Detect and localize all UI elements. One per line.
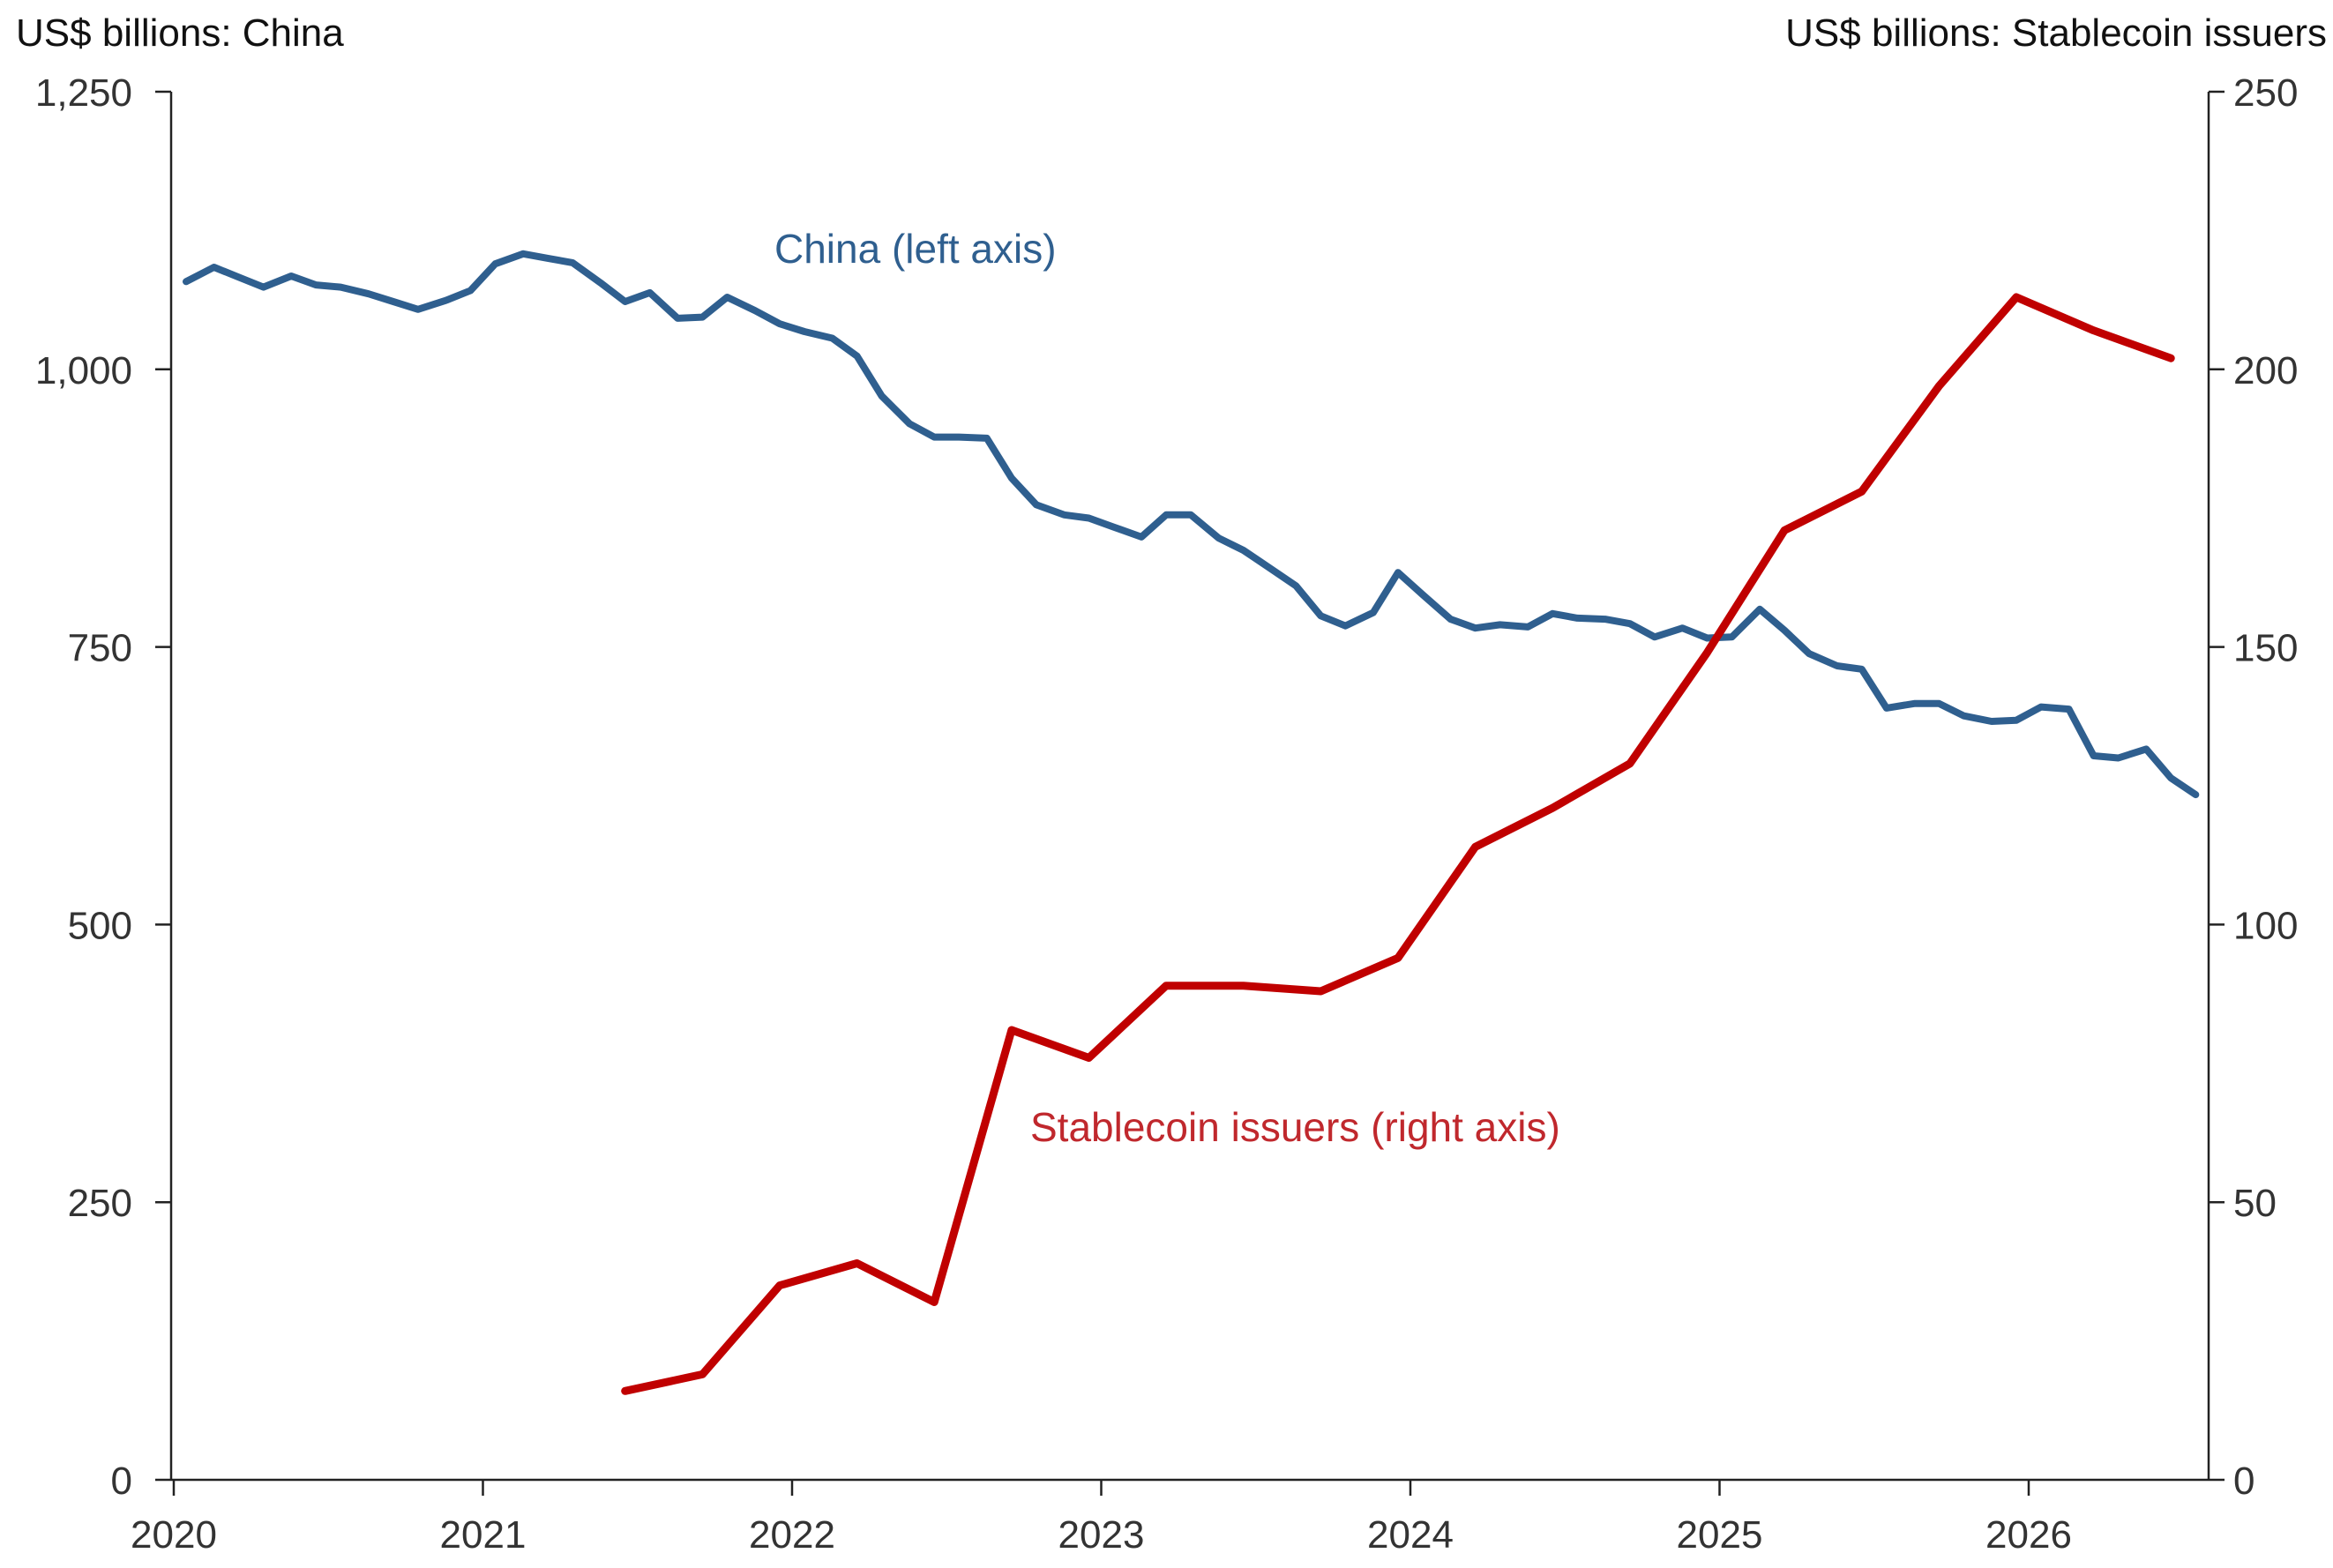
x-tick-label: 2025 bbox=[1677, 1513, 1763, 1557]
stablecoin-series-label: Stablecoin issuers (right axis) bbox=[1030, 1104, 1560, 1150]
china-series-label: China (left axis) bbox=[774, 226, 1057, 272]
right-y-tick-label: 0 bbox=[2233, 1460, 2254, 1503]
x-tick-label: 2023 bbox=[1058, 1513, 1145, 1557]
x-tick-label: 2026 bbox=[1985, 1513, 2072, 1557]
left-y-tick-label: 250 bbox=[68, 1182, 132, 1225]
x-tick-label: 2024 bbox=[1367, 1513, 1454, 1557]
left-axis-title: US$ billions: China bbox=[16, 11, 344, 55]
right-y-tick-label: 150 bbox=[2233, 627, 2298, 670]
china-series-line bbox=[183, 250, 2200, 799]
right-y-tick-label: 200 bbox=[2233, 349, 2298, 392]
left-y-tick-label: 1,000 bbox=[35, 349, 132, 392]
left-y-tick-label: 0 bbox=[111, 1460, 132, 1503]
left-y-tick-label: 1,250 bbox=[35, 71, 132, 115]
left-y-tick-label: 500 bbox=[68, 904, 132, 947]
x-tick-label: 2020 bbox=[131, 1513, 217, 1557]
left-y-tick-label: 750 bbox=[68, 627, 132, 670]
right-y-tick-label: 50 bbox=[2233, 1182, 2277, 1225]
stablecoin-series-line bbox=[621, 293, 2175, 1395]
right-y-tick-label: 250 bbox=[2233, 71, 2298, 115]
right-axis-title: US$ billions: Stablecoin issuers bbox=[1785, 11, 2327, 55]
x-tick-label: 2021 bbox=[440, 1513, 527, 1557]
right-y-tick-label: 100 bbox=[2233, 904, 2298, 947]
x-tick-label: 2022 bbox=[749, 1513, 835, 1557]
